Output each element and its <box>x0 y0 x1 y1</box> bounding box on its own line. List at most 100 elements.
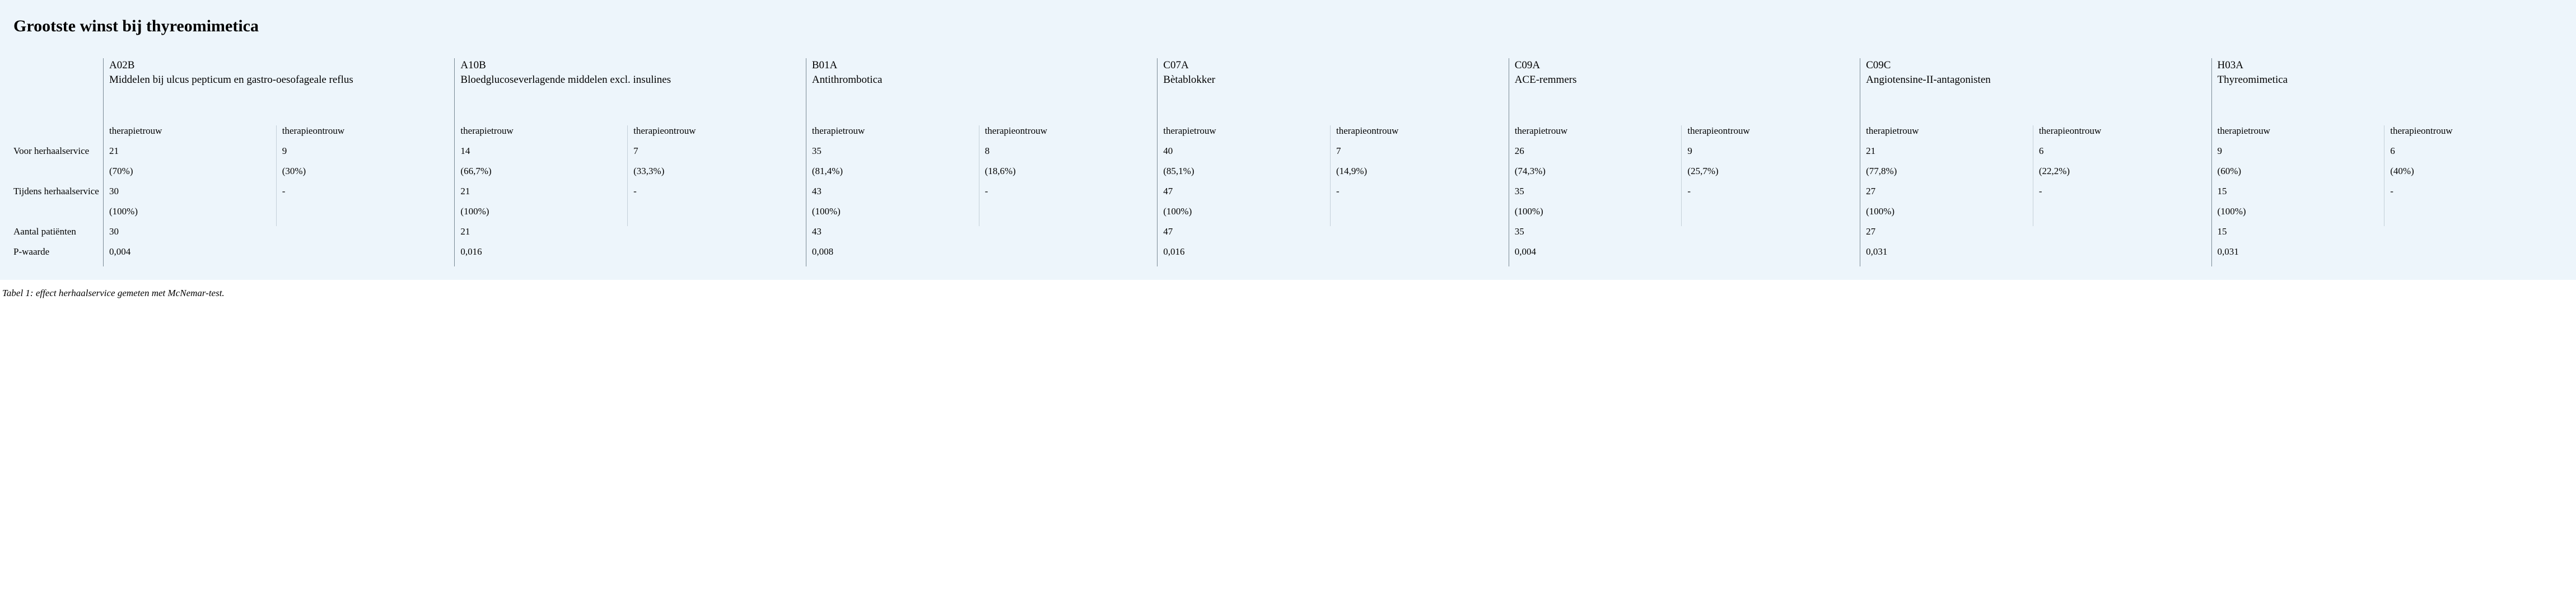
cell-tijdens-ontrouw-pct <box>2390 206 2557 226</box>
cell-voor-trouw-pct: (74,3%) <box>1515 166 1682 186</box>
group-column: C07A Bètablokker therapietrouw 40 (85,1%… <box>1157 58 1508 266</box>
cell-voor-ontrouw-pct: (18,6%) <box>985 166 1152 186</box>
subcol-trouw: therapietrouw 26 (74,3%) 35 (100%) <box>1515 125 1682 226</box>
row-label-aantal: Aantal patiënten <box>13 226 103 246</box>
group-code: H03A <box>2218 58 2557 73</box>
cell-tijdens-ontrouw: - <box>282 186 449 206</box>
cell-tijdens-trouw: 35 <box>1515 186 1682 206</box>
cell-voor-ontrouw-pct: (33,3%) <box>633 166 800 186</box>
cell-voor-trouw: 40 <box>1163 146 1330 166</box>
group-desc: Middelen bij ulcus pepticum en gastro-oe… <box>109 73 449 87</box>
cell-voor-ontrouw-pct: (25,7%) <box>1687 166 1854 186</box>
cell-voor-ontrouw: 8 <box>985 146 1152 166</box>
sublabel-ontrouw: therapieontrouw <box>985 125 1152 146</box>
group-subcols: therapietrouw 14 (66,7%) 21 (100%) thera… <box>460 125 800 226</box>
subcol-ontrouw: therapieontrouw 6 (22,2%) - <box>2033 125 2206 226</box>
cell-pwaarde: 0,031 <box>2218 246 2557 266</box>
cell-tijdens-trouw: 30 <box>109 186 276 206</box>
cell-voor-ontrouw: 7 <box>1336 146 1503 166</box>
group-header: B01A Antithrombotica <box>812 58 1151 125</box>
cell-aantal: 47 <box>1163 226 1502 246</box>
cell-tijdens-trouw-pct: (100%) <box>812 206 979 226</box>
sublabel-ontrouw: therapieontrouw <box>633 125 800 146</box>
cell-tijdens-ontrouw-pct <box>2039 206 2206 226</box>
cell-tijdens-trouw-pct: (100%) <box>109 206 276 226</box>
cell-voor-ontrouw: 9 <box>282 146 449 166</box>
cell-tijdens-trouw: 43 <box>812 186 979 206</box>
cell-pwaarde: 0,016 <box>460 246 800 266</box>
subcol-ontrouw: therapieontrouw 9 (25,7%) - <box>1681 125 1854 226</box>
sublabel-trouw: therapietrouw <box>2218 125 2384 146</box>
table-grid: Voor herhaalservice Tijdens herhaalservi… <box>13 58 2563 266</box>
group-code: C09A <box>1515 58 1854 73</box>
cell-pwaarde: 0,031 <box>1866 246 2205 266</box>
cell-tijdens-trouw-pct: (100%) <box>1515 206 1682 226</box>
subcol-ontrouw: therapieontrouw 9 (30%) - <box>276 125 449 226</box>
sublabel-ontrouw: therapieontrouw <box>1336 125 1503 146</box>
group-header: C09A ACE-remmers <box>1515 58 1854 125</box>
group-desc: Antithrombotica <box>812 73 1151 87</box>
subcol-ontrouw: therapieontrouw 8 (18,6%) - <box>979 125 1152 226</box>
sublabel-ontrouw: therapieontrouw <box>282 125 449 146</box>
cell-aantal: 30 <box>109 226 449 246</box>
cell-pwaarde: 0,004 <box>109 246 449 266</box>
cell-tijdens-ontrouw-pct <box>282 206 449 226</box>
cell-voor-trouw-pct: (85,1%) <box>1163 166 1330 186</box>
cell-voor-ontrouw: 6 <box>2390 146 2557 166</box>
subcol-trouw: therapietrouw 40 (85,1%) 47 (100%) <box>1163 125 1330 226</box>
cell-voor-trouw: 14 <box>460 146 627 166</box>
cell-tijdens-ontrouw: - <box>2390 186 2557 206</box>
cell-voor-ontrouw-pct: (30%) <box>282 166 449 186</box>
cell-voor-trouw-pct: (66,7%) <box>460 166 627 186</box>
subcol-trouw: therapietrouw 21 (70%) 30 (100%) <box>109 125 276 226</box>
table-panel: Grootste winst bij thyreomimetica Voor h… <box>0 0 2576 280</box>
cell-tijdens-ontrouw: - <box>1687 186 1854 206</box>
group-desc: Bloedglucoseverlagende middelen excl. in… <box>460 73 800 87</box>
cell-voor-ontrouw-pct: (40%) <box>2390 166 2557 186</box>
group-desc: ACE-remmers <box>1515 73 1854 87</box>
group-code: A02B <box>109 58 449 73</box>
sublabel-trouw: therapietrouw <box>109 125 276 146</box>
cell-voor-ontrouw-pct: (14,9%) <box>1336 166 1503 186</box>
row-label-pwaarde: P-waarde <box>13 246 103 266</box>
cell-tijdens-trouw-pct: (100%) <box>1866 206 2033 226</box>
group-subcols: therapietrouw 9 (60%) 15 (100%) therapie… <box>2218 125 2557 226</box>
cell-tijdens-trouw-pct: (100%) <box>460 206 627 226</box>
cell-tijdens-ontrouw: - <box>2039 186 2206 206</box>
table-caption: Tabel 1: effect herhaalservice gemeten m… <box>0 280 2576 299</box>
group-code: C09C <box>1866 58 2205 73</box>
sublabel-trouw: therapietrouw <box>812 125 979 146</box>
group-header: A10B Bloedglucoseverlagende middelen exc… <box>460 58 800 125</box>
sublabel-trouw: therapietrouw <box>460 125 627 146</box>
group-desc: Thyreomimetica <box>2218 73 2557 87</box>
cell-voor-ontrouw-pct: (22,2%) <box>2039 166 2206 186</box>
groups-container: A02B Middelen bij ulcus pepticum en gast… <box>103 58 2563 266</box>
group-subcols: therapietrouw 21 (70%) 30 (100%) therapi… <box>109 125 449 226</box>
cell-tijdens-trouw: 47 <box>1163 186 1330 206</box>
group-header: A02B Middelen bij ulcus pepticum en gast… <box>109 58 449 125</box>
group-column: C09C Angiotensine-II-antagonisten therap… <box>1860 58 2211 266</box>
sublabel-ontrouw: therapieontrouw <box>1687 125 1854 146</box>
cell-voor-trouw: 26 <box>1515 146 1682 166</box>
cell-voor-trouw: 21 <box>109 146 276 166</box>
cell-tijdens-ontrouw-pct <box>1687 206 1854 226</box>
cell-voor-ontrouw: 6 <box>2039 146 2206 166</box>
sublabel-trouw: therapietrouw <box>1515 125 1682 146</box>
sublabel-trouw: therapietrouw <box>1163 125 1330 146</box>
cell-voor-ontrouw: 9 <box>1687 146 1854 166</box>
cell-aantal: 43 <box>812 226 1151 246</box>
cell-tijdens-ontrouw: - <box>633 186 800 206</box>
subcol-trouw: therapietrouw 35 (81,4%) 43 (100%) <box>812 125 979 226</box>
cell-tijdens-ontrouw-pct <box>985 206 1152 226</box>
cell-voor-trouw-pct: (81,4%) <box>812 166 979 186</box>
subcol-ontrouw: therapieontrouw 7 (14,9%) - <box>1330 125 1503 226</box>
cell-voor-trouw-pct: (60%) <box>2218 166 2384 186</box>
cell-voor-ontrouw: 7 <box>633 146 800 166</box>
row-label-voor: Voor herhaalservice <box>13 146 103 186</box>
cell-tijdens-ontrouw: - <box>1336 186 1503 206</box>
table-title: Grootste winst bij thyreomimetica <box>13 17 2563 36</box>
group-code: C07A <box>1163 58 1502 73</box>
cell-voor-trouw-pct: (77,8%) <box>1866 166 2033 186</box>
group-desc: Angiotensine-II-antagonisten <box>1866 73 2205 87</box>
group-desc: Bètablokker <box>1163 73 1502 87</box>
